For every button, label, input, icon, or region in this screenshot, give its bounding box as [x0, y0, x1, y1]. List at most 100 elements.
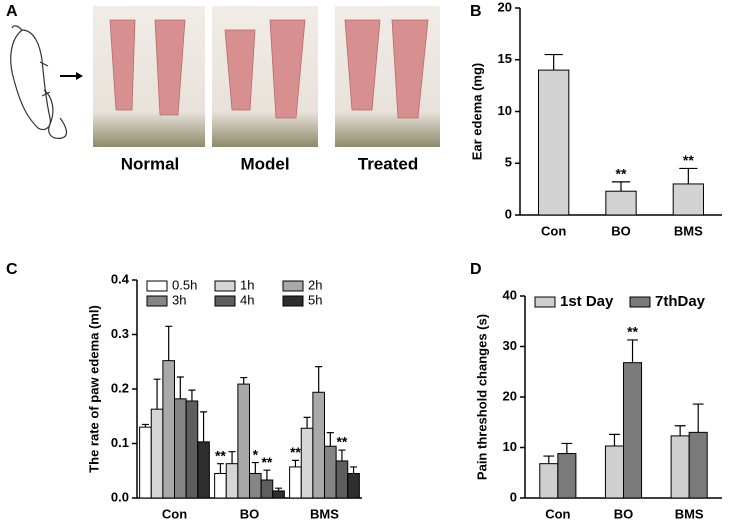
- legend-swatch: [214, 295, 236, 307]
- error-bar: [544, 53, 563, 71]
- y-axis-label: Ear edema (mg): [469, 63, 484, 161]
- y-tick-label: 0.1: [111, 435, 129, 450]
- error-bar: [141, 423, 149, 428]
- legend-label: 5h: [308, 292, 322, 307]
- panel-letter: D: [470, 261, 482, 278]
- error-bar: [338, 449, 346, 461]
- error-bar: [674, 425, 686, 436]
- x-tick-label: BO: [240, 506, 260, 521]
- bar: [538, 69, 570, 216]
- panel-letter: A: [6, 3, 18, 20]
- panel-letter: B: [470, 3, 482, 20]
- y-axis-label: Pain threshold changes (s): [474, 314, 489, 480]
- bar: [300, 427, 314, 499]
- error-bar: [176, 376, 184, 399]
- error-bar: [303, 416, 311, 429]
- y-tick-label: 0.0: [111, 489, 129, 504]
- legend-label: 3h: [172, 292, 186, 307]
- bar: [139, 426, 152, 499]
- significance: **: [336, 434, 347, 450]
- bar: [260, 479, 274, 499]
- y-tick-label: 30: [503, 338, 517, 353]
- photo-label: Normal: [121, 154, 180, 173]
- bar: [688, 431, 708, 499]
- legend-label: 0.5h: [172, 277, 197, 292]
- significance: **: [683, 152, 694, 168]
- legend-label: 2h: [308, 277, 322, 292]
- bar: [557, 453, 577, 499]
- bar: [312, 391, 325, 499]
- bar: [539, 463, 559, 499]
- bar: [604, 445, 624, 499]
- x-tick-label: BMS: [310, 506, 339, 521]
- x-tick-label: BMS: [674, 223, 703, 238]
- error-bar: [561, 442, 573, 454]
- photos: [93, 6, 440, 147]
- significance: **: [261, 454, 272, 470]
- error-bar: [216, 463, 224, 474]
- bar: [214, 472, 227, 499]
- significance: **: [627, 324, 638, 340]
- legend-swatch: [282, 280, 304, 292]
- panel-letter: C: [6, 261, 18, 278]
- y-tick-label: 0: [510, 489, 517, 504]
- x-tick-label: BO: [614, 506, 634, 521]
- legend-swatch: [534, 296, 556, 308]
- error-bar: [263, 469, 271, 481]
- legend-swatch: [629, 296, 651, 308]
- error-bar: [228, 451, 236, 464]
- photo-normal: [93, 6, 205, 147]
- y-tick-label: 20: [498, 0, 512, 14]
- bar: [289, 466, 302, 499]
- significance: **: [290, 444, 301, 460]
- bar: [150, 408, 164, 499]
- significance: **: [616, 166, 627, 182]
- bar: [237, 383, 250, 499]
- error-bar: [275, 487, 283, 491]
- legend-label: 4h: [240, 292, 254, 307]
- error-bar: [188, 389, 196, 401]
- bar: [174, 398, 187, 499]
- legend-swatch: [282, 295, 304, 307]
- error-bar: [679, 167, 698, 184]
- error-bar: [611, 181, 631, 192]
- y-tick-label: 0.3: [111, 326, 129, 341]
- error-bar: [240, 376, 248, 385]
- legend-label: 7thDay: [655, 293, 706, 310]
- bar: [335, 460, 349, 499]
- bar: [672, 183, 704, 216]
- legend-swatch: [146, 280, 168, 292]
- x-tick-label: Con: [545, 506, 570, 521]
- bar: [225, 463, 239, 499]
- y-tick-label: 10: [503, 439, 517, 454]
- y-tick-label: 0.4: [111, 271, 130, 286]
- error-bar: [200, 411, 208, 442]
- bar: [185, 400, 199, 499]
- y-axis-label: The rate of paw edema (ml): [86, 305, 101, 473]
- error-bar: [291, 459, 299, 467]
- bar: [623, 362, 643, 499]
- error-bar: [543, 455, 555, 464]
- error-bar: [627, 339, 638, 363]
- error-bar: [165, 325, 173, 361]
- y-tick-label: 0.2: [111, 380, 129, 395]
- bar: [197, 441, 210, 499]
- significance: **: [215, 447, 226, 463]
- mouse-sketch: [10, 25, 68, 139]
- bar: [347, 472, 360, 499]
- legend-swatch: [214, 280, 236, 292]
- bar: [670, 435, 690, 499]
- bar: [249, 472, 262, 499]
- legend-label: 1st Day: [560, 293, 614, 310]
- bar: [162, 360, 175, 499]
- x-tick-label: BO: [611, 223, 631, 238]
- y-tick-label: 15: [498, 51, 512, 66]
- x-tick-label: BMS: [675, 506, 704, 521]
- legend-swatch: [146, 295, 168, 307]
- error-bar: [350, 466, 358, 474]
- y-tick-label: 20: [503, 388, 517, 403]
- error-bar: [692, 403, 704, 433]
- bar: [272, 490, 285, 499]
- y-tick-label: 0: [505, 206, 512, 221]
